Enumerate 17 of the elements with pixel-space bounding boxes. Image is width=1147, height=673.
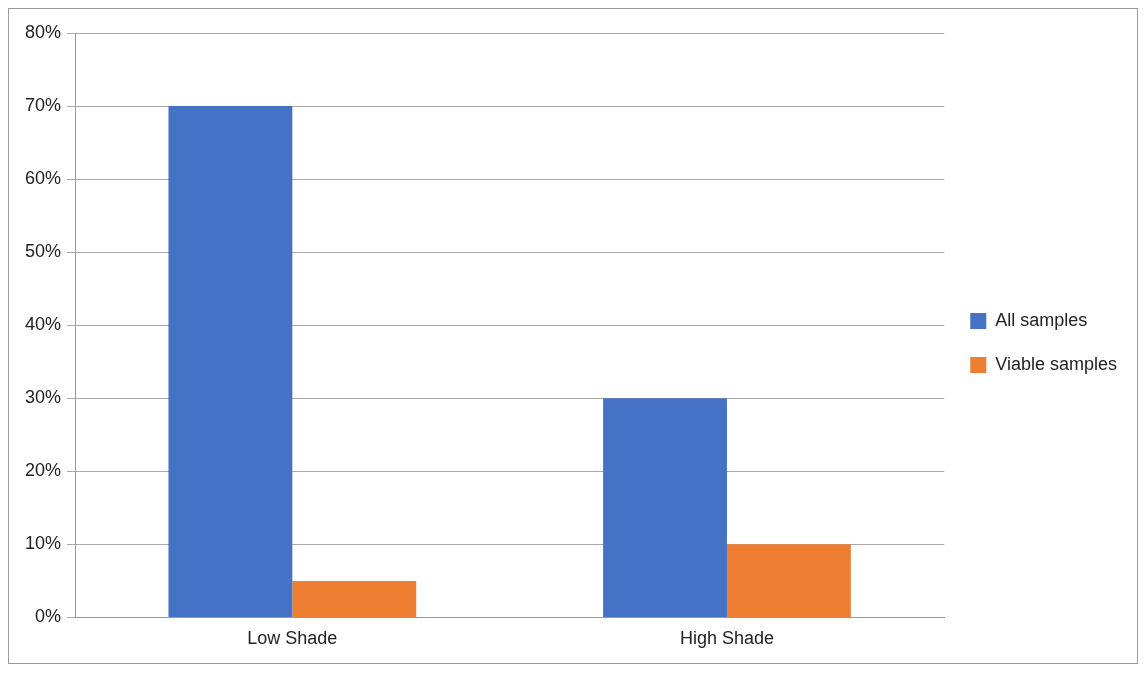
y-tick-label: 70% (25, 95, 62, 116)
y-tick-label: 20% (25, 460, 62, 481)
bar (726, 544, 851, 617)
legend-label: Viable samples (995, 353, 1118, 374)
legend-label: All samples (995, 309, 1088, 330)
y-tick-label: 30% (25, 387, 62, 408)
y-tick-label: 50% (25, 241, 62, 262)
bar (292, 580, 417, 617)
bar (168, 106, 293, 617)
y-tick-label: 10% (25, 533, 62, 554)
y-tick-label: 60% (25, 168, 62, 189)
y-tick-label: 0% (35, 606, 62, 627)
x-tick-label: Low Shade (247, 628, 338, 649)
y-tick-label: 80% (25, 21, 62, 42)
x-tick-label: High Shade (679, 628, 774, 649)
y-tick-label: 40% (25, 314, 62, 335)
bar (603, 398, 727, 617)
